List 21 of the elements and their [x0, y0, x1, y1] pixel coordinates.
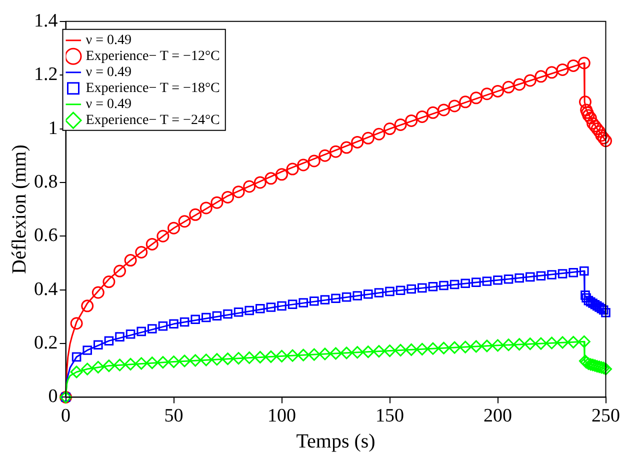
y-axis-title: Déflexion (mm) — [8, 144, 30, 274]
legend-label: Experience− T = −12°C — [86, 49, 220, 64]
legend-label: ν = 0.49 — [86, 65, 132, 80]
y-tick-label: 0.8 — [34, 171, 58, 192]
y-tick-label: 0.4 — [34, 278, 58, 300]
y-tick-label: 0.6 — [34, 225, 58, 246]
legend-label: ν = 0.49 — [86, 33, 132, 48]
x-tick-label: 250 — [592, 406, 620, 427]
legend-label: Experience− T = −24°C — [86, 113, 220, 128]
legend-label: ν = 0.49 — [86, 97, 132, 112]
y-tick-label: 1 — [48, 118, 58, 139]
y-tick-label: 1.2 — [34, 64, 58, 86]
y-tick-label: 0.2 — [34, 332, 58, 354]
x-axis-title: Temps (s) — [296, 430, 376, 452]
x-tick-label: 50 — [164, 406, 184, 427]
x-tick-label: 200 — [484, 406, 512, 427]
x-tick-label: 100 — [268, 406, 296, 427]
x-tick-label: 150 — [376, 406, 404, 427]
y-tick-label: 0 — [48, 386, 58, 408]
legend-label: Experience− T = −18°C — [86, 81, 220, 96]
y-tick-label: 1.4 — [34, 10, 58, 32]
